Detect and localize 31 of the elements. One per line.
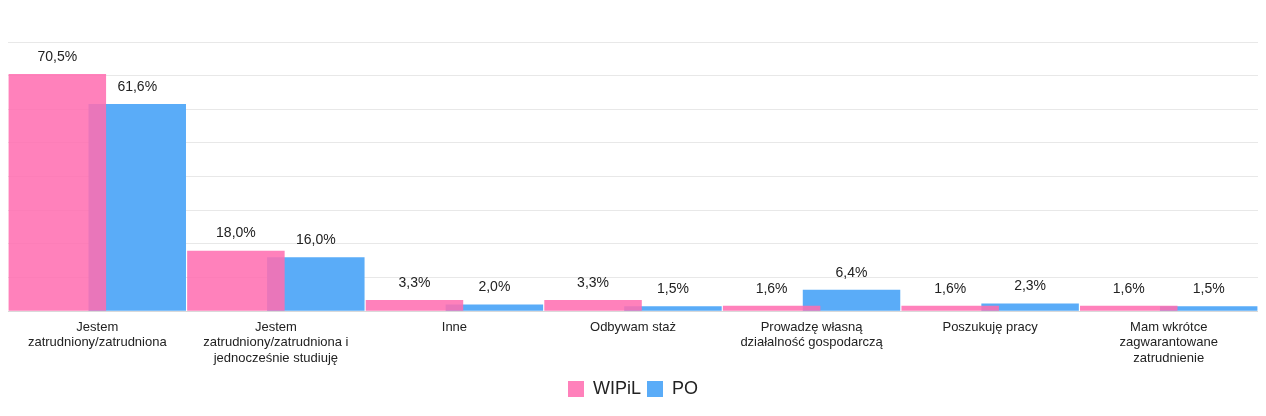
data-label: 3,3%	[577, 273, 610, 290]
bar	[901, 305, 999, 311]
data-label: 3,3%	[398, 273, 431, 290]
legend-label: PO	[672, 377, 699, 398]
bar	[544, 300, 642, 311]
data-label: 18,0%	[216, 224, 256, 241]
x-tick-label: Prowadzę własną działalność gospodarczą	[740, 318, 884, 350]
data-label: 1,5%	[656, 280, 689, 297]
x-tick-label: Inne	[441, 318, 468, 334]
legend-label: WIPiL	[592, 377, 642, 398]
data-label: 6,4%	[835, 263, 868, 280]
data-label: 61,6%	[117, 77, 158, 94]
data-label: 1,6%	[1112, 279, 1145, 296]
data-label: 1,5%	[1192, 280, 1225, 297]
bar	[1080, 305, 1178, 311]
x-tick-label: Jestem zatrudniony/zatrudniona	[27, 318, 168, 350]
x-tick-label: Jestem zatrudniony/zatrudniona i jednocześnie studiuję	[203, 318, 349, 365]
bar	[722, 305, 821, 311]
data-label: 1,6%	[934, 279, 967, 296]
data-label: 70,5%	[37, 47, 78, 64]
data-label: 2,3%	[1014, 277, 1047, 294]
bar	[187, 250, 285, 311]
bar	[8, 73, 107, 311]
data-label: 16,0%	[295, 231, 336, 248]
x-tick-label: Poszukuję pracy	[942, 318, 1039, 334]
bar	[365, 300, 464, 311]
x-tick-label: Mam wkrótce zagwarantowane zatrudnienie	[1119, 318, 1218, 365]
data-label: 1,6%	[755, 279, 788, 296]
bar	[802, 289, 901, 311]
data-label: 2,0%	[478, 278, 511, 295]
x-tick-label: Odbywam staż	[590, 318, 676, 334]
